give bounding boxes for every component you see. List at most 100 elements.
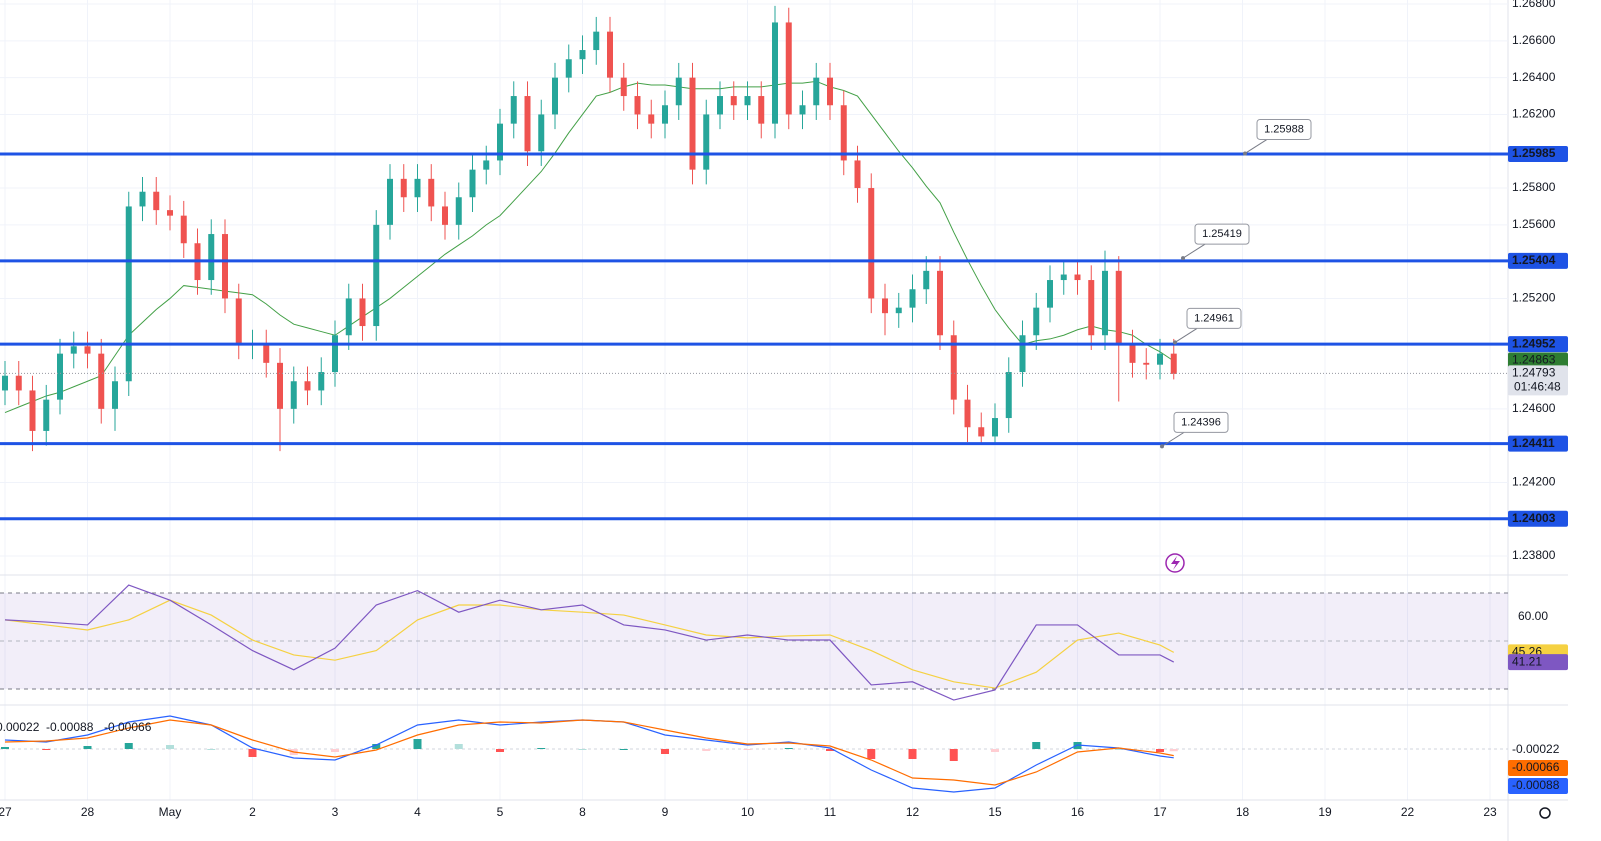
histogram-bar <box>949 749 958 761</box>
candle-body <box>565 59 572 78</box>
axis-label: 1.24411 <box>1512 436 1555 450</box>
axis-label: 1.24952 <box>1512 336 1556 350</box>
candle-body <box>1047 280 1053 308</box>
candle-body <box>634 96 641 115</box>
legend-value: -0.00088 <box>46 720 94 734</box>
candle-body <box>607 31 613 78</box>
axis-label: -0.00088 <box>1512 778 1560 792</box>
histogram-bar <box>207 749 216 750</box>
axis-label: 1.25404 <box>1512 253 1556 267</box>
candle-body <box>29 390 36 431</box>
candle-body <box>277 362 283 409</box>
alert-icon <box>1165 553 1185 573</box>
axis-label: 1.25985 <box>1512 146 1556 160</box>
histogram-bar <box>124 743 133 749</box>
candle-body <box>428 178 435 207</box>
candle-body <box>1143 362 1150 365</box>
callout-box <box>1256 118 1312 140</box>
candle-body <box>510 96 517 124</box>
histogram-bar <box>537 748 546 749</box>
axis-label-box <box>1508 146 1568 163</box>
histogram-bar <box>578 749 587 750</box>
axis-label-box <box>1508 352 1568 369</box>
callout-anchor <box>1160 444 1164 449</box>
candle-body <box>57 353 63 400</box>
candle-body <box>483 160 490 170</box>
callout-leader <box>1161 431 1185 447</box>
macd-line <box>4 719 1174 786</box>
candle-body <box>400 178 407 198</box>
candle-body <box>1170 353 1177 374</box>
candle-body <box>1033 307 1040 336</box>
histogram-bar <box>413 739 422 749</box>
settings-icon[interactable] <box>1539 807 1551 819</box>
candle-body <box>593 31 600 51</box>
axis-label-box <box>1508 510 1568 527</box>
candle-body <box>662 105 668 124</box>
x-tick-label: 27 <box>0 805 12 819</box>
callout-anchor <box>1173 340 1177 345</box>
axis-label: 1.24863 <box>1512 353 1556 367</box>
candle-body <box>112 381 118 409</box>
histogram-bar <box>331 749 339 752</box>
histogram-bar <box>454 744 463 749</box>
candle-body <box>937 270 943 336</box>
candle-body <box>15 375 22 391</box>
candle-body <box>579 50 586 60</box>
candle-body <box>758 96 765 124</box>
callout-leader <box>1182 243 1206 259</box>
histogram-bar <box>248 749 257 757</box>
callout-anchor <box>1243 151 1247 156</box>
candle-body <box>840 105 847 161</box>
y-tick-label: 1.24200 <box>1512 475 1556 489</box>
candle-body <box>1074 274 1081 281</box>
last-price-box <box>1508 365 1568 396</box>
candle-body <box>469 169 476 198</box>
candle-body <box>799 105 806 115</box>
x-tick-label: 5 <box>497 805 504 819</box>
callout-leader <box>1174 328 1198 343</box>
candle-body <box>923 270 930 290</box>
callout-box <box>1173 411 1229 433</box>
candle-body <box>813 77 820 106</box>
histogram-bar <box>661 749 669 754</box>
candle-body <box>1005 372 1012 419</box>
y-tick-label: 1.26200 <box>1512 107 1556 121</box>
candle-body <box>70 346 77 354</box>
candle-body <box>1102 270 1108 336</box>
candle-body <box>1129 344 1136 363</box>
candle-body <box>359 298 366 327</box>
candle-body <box>827 77 833 106</box>
candle-body <box>387 178 393 225</box>
histogram-bar <box>867 749 876 759</box>
x-tick-label: 10 <box>741 805 755 819</box>
candle-body <box>43 399 50 431</box>
candle-body <box>345 298 352 336</box>
histogram-bar <box>1 747 9 749</box>
candle-body <box>689 77 696 170</box>
legend-value: -0.00066 <box>104 720 152 734</box>
axis-label-box <box>1508 336 1568 353</box>
callout-label: 1.25419 <box>1202 228 1242 240</box>
candle-body <box>318 372 325 391</box>
candle-body <box>125 206 132 382</box>
candle-body <box>98 353 105 409</box>
y-tick-label: 1.25600 <box>1512 217 1556 231</box>
x-tick-label: 9 <box>662 805 669 819</box>
histogram-bar <box>784 748 793 749</box>
candle-body <box>620 77 627 97</box>
candle-body <box>1019 335 1026 373</box>
histogram-bar <box>1169 749 1178 752</box>
histogram-bar <box>702 749 711 751</box>
x-tick-label: 15 <box>988 805 1002 819</box>
last-price-label: 1.24793 <box>1512 366 1556 380</box>
candle-body <box>2 375 8 391</box>
axis-label-box <box>1508 760 1568 776</box>
y-tick-label: 1.26800 <box>1512 0 1556 10</box>
x-tick-label: 18 <box>1236 805 1250 819</box>
x-tick-label: 11 <box>824 805 837 819</box>
axis-label: 1.24003 <box>1512 511 1556 525</box>
candle-body <box>675 77 682 106</box>
candle-body <box>290 381 297 409</box>
callout-box <box>1186 307 1242 329</box>
